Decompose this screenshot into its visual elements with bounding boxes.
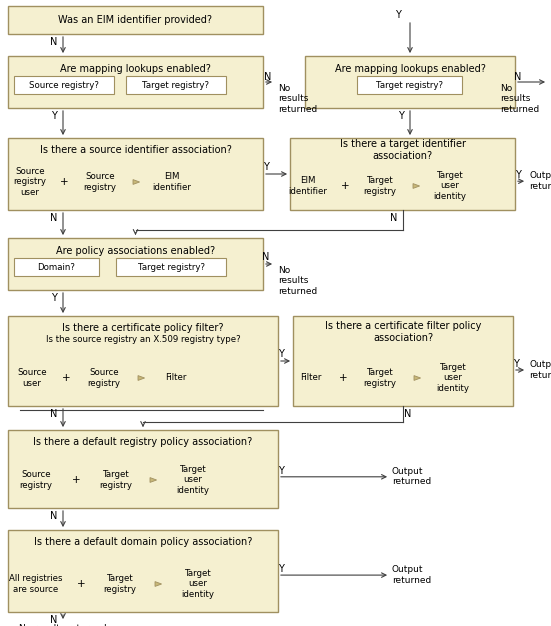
Text: Output
returned: Output returned xyxy=(529,361,551,380)
Text: +: + xyxy=(62,373,71,383)
FancyBboxPatch shape xyxy=(8,238,263,290)
Text: No
results
returned: No results returned xyxy=(278,84,317,114)
Text: Are policy associations enabled?: Are policy associations enabled? xyxy=(56,246,215,256)
Text: Output
returned: Output returned xyxy=(392,565,431,585)
Text: Is the source registry an X.509 registry type?: Is the source registry an X.509 registry… xyxy=(46,336,240,344)
Text: Domain?: Domain? xyxy=(37,262,75,272)
Text: N: N xyxy=(262,252,269,262)
Text: N: N xyxy=(50,511,58,521)
Text: Is there a certificate policy filter?: Is there a certificate policy filter? xyxy=(62,323,224,333)
Text: Y: Y xyxy=(395,10,401,20)
Text: Target
user
identity: Target user identity xyxy=(176,465,209,495)
Text: Was an EIM identifier provided?: Was an EIM identifier provided? xyxy=(58,15,213,25)
Polygon shape xyxy=(413,183,420,188)
FancyBboxPatch shape xyxy=(293,316,513,406)
Text: Target
user
identity: Target user identity xyxy=(181,569,214,599)
Text: Is there a default registry policy association?: Is there a default registry policy assoc… xyxy=(34,437,252,447)
Polygon shape xyxy=(138,376,144,381)
FancyBboxPatch shape xyxy=(14,76,114,94)
Text: Target registry?: Target registry? xyxy=(138,262,204,272)
FancyBboxPatch shape xyxy=(14,258,99,276)
Text: N: N xyxy=(514,72,522,82)
Text: Y: Y xyxy=(398,111,404,121)
Text: Source
registry: Source registry xyxy=(88,368,121,387)
FancyBboxPatch shape xyxy=(8,430,278,508)
Text: Output
returned: Output returned xyxy=(392,467,431,486)
Text: Are mapping lookups enabled?: Are mapping lookups enabled? xyxy=(334,64,485,74)
Text: EIM
identifier: EIM identifier xyxy=(289,177,327,196)
Text: N: N xyxy=(50,37,58,47)
Text: Y: Y xyxy=(278,349,284,359)
Text: Is there a certificate filter policy
association?: Is there a certificate filter policy ass… xyxy=(325,321,481,343)
Text: Target registry?: Target registry? xyxy=(143,81,209,90)
Text: Is there a target identifier
association?: Is there a target identifier association… xyxy=(339,139,466,161)
Text: Filter: Filter xyxy=(165,374,187,382)
Text: N: N xyxy=(50,409,58,419)
FancyBboxPatch shape xyxy=(8,56,263,108)
Text: EIM
identifier: EIM identifier xyxy=(153,172,191,192)
Text: Y: Y xyxy=(278,466,284,476)
Text: Source
registry: Source registry xyxy=(84,172,116,192)
Text: Source
user: Source user xyxy=(17,368,47,387)
FancyBboxPatch shape xyxy=(8,316,278,406)
Text: Is there a default domain policy association?: Is there a default domain policy associa… xyxy=(34,537,252,547)
Text: Y: Y xyxy=(263,162,269,172)
Text: Target
user
identity: Target user identity xyxy=(436,363,469,393)
Text: +: + xyxy=(339,373,347,383)
Text: +: + xyxy=(341,181,349,191)
Text: Target registry?: Target registry? xyxy=(375,81,442,90)
FancyBboxPatch shape xyxy=(305,56,515,108)
Polygon shape xyxy=(155,582,161,587)
FancyBboxPatch shape xyxy=(116,258,226,276)
Text: Are mapping lookups enabled?: Are mapping lookups enabled? xyxy=(60,64,211,74)
Text: Target
registry: Target registry xyxy=(100,470,132,490)
Text: No
results
returned: No results returned xyxy=(500,84,539,114)
FancyBboxPatch shape xyxy=(357,76,462,94)
FancyBboxPatch shape xyxy=(8,138,263,210)
FancyBboxPatch shape xyxy=(8,530,278,612)
Text: Y: Y xyxy=(513,359,519,369)
Text: N: N xyxy=(404,409,412,419)
Text: Target
registry: Target registry xyxy=(364,368,397,387)
Text: Filter: Filter xyxy=(300,374,322,382)
Text: Source
registry
user: Source registry user xyxy=(14,167,46,197)
Text: Is there a source identifier association?: Is there a source identifier association… xyxy=(40,145,231,155)
Text: Target
registry: Target registry xyxy=(104,574,137,593)
Polygon shape xyxy=(150,478,156,483)
Text: Target
registry: Target registry xyxy=(364,177,397,196)
FancyBboxPatch shape xyxy=(290,138,515,210)
Text: N: N xyxy=(264,72,272,82)
Text: No results returned: No results returned xyxy=(19,624,107,626)
Text: Source
registry: Source registry xyxy=(19,470,52,490)
Text: All registries
are source: All registries are source xyxy=(9,574,63,593)
Text: N: N xyxy=(50,213,58,223)
Text: Output
returned: Output returned xyxy=(529,172,551,191)
Text: Source registry?: Source registry? xyxy=(29,81,99,90)
Text: N: N xyxy=(50,615,58,625)
Text: N: N xyxy=(390,213,397,223)
Text: Y: Y xyxy=(51,293,57,303)
FancyBboxPatch shape xyxy=(126,76,226,94)
Polygon shape xyxy=(133,180,139,185)
Text: Y: Y xyxy=(278,564,284,574)
Text: Y: Y xyxy=(51,111,57,121)
Text: +: + xyxy=(60,177,68,187)
Text: +: + xyxy=(77,579,85,589)
FancyBboxPatch shape xyxy=(8,6,263,34)
Text: +: + xyxy=(72,475,80,485)
Polygon shape xyxy=(414,376,420,381)
Text: Y: Y xyxy=(515,170,521,180)
Text: Target
user
identity: Target user identity xyxy=(434,171,467,201)
Text: No
results
returned: No results returned xyxy=(278,266,317,296)
